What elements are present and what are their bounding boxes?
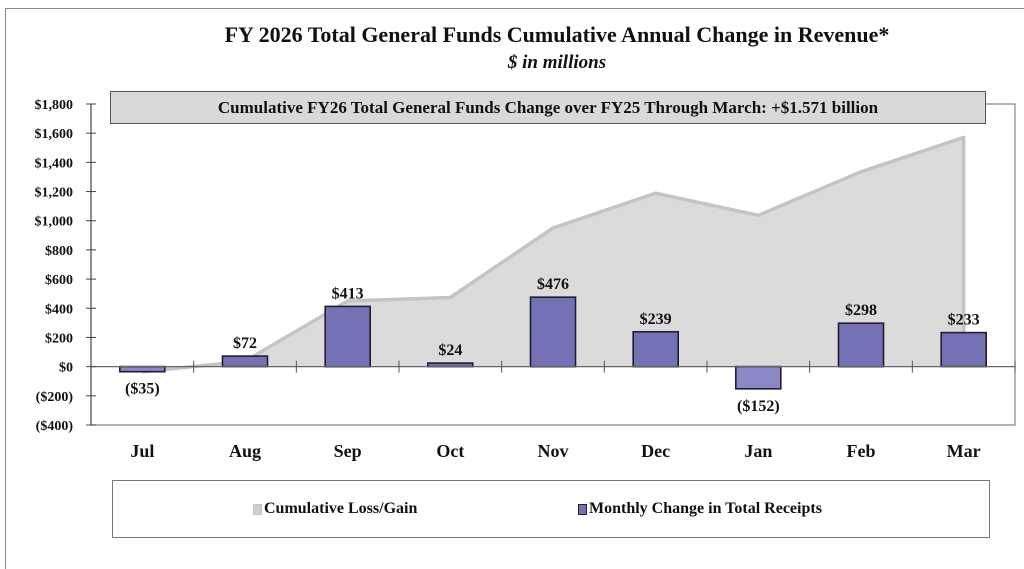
legend-swatch-cumulative xyxy=(253,504,262,515)
x-tick-label-nov: Nov xyxy=(538,441,569,461)
data-label-jan: ($152) xyxy=(737,398,780,415)
data-label-feb: $298 xyxy=(845,302,877,319)
data-label-jul: ($35) xyxy=(125,381,160,398)
legend: Cumulative Loss/Gain Monthly Change in T… xyxy=(112,480,990,538)
bar-aug xyxy=(223,356,268,367)
y-tick-label: $400 xyxy=(45,302,73,317)
y-tick-label: ($200) xyxy=(36,390,74,405)
legend-label-cumulative: Cumulative Loss/Gain xyxy=(264,500,417,518)
y-tick-label: $200 xyxy=(45,331,73,346)
legend-swatch-monthly xyxy=(578,504,587,515)
data-label-sep: $413 xyxy=(332,285,364,302)
bar-sep xyxy=(325,306,370,366)
x-tick-label-sep: Sep xyxy=(334,441,362,461)
bar-mar xyxy=(941,333,986,367)
x-tick-label-oct: Oct xyxy=(436,441,464,461)
x-tick-label-mar: Mar xyxy=(947,441,981,461)
y-tick-label: $1,600 xyxy=(35,127,74,142)
data-label-dec: $239 xyxy=(640,311,672,328)
x-tick-label-feb: Feb xyxy=(847,441,876,461)
y-tick-label: $0 xyxy=(59,361,73,376)
bar-jul xyxy=(120,367,165,372)
chart-plot: ($35) $72 $413 $24 $476 $239 ($152) $298 $233 $1,… xyxy=(0,0,1024,541)
cumulative-annotation-banner: Cumulative FY26 Total General Funds Chan… xyxy=(110,91,986,124)
legend-label-monthly: Monthly Change in Total Receipts xyxy=(589,500,822,518)
x-tick-label-dec: Dec xyxy=(641,441,670,461)
bar-feb xyxy=(839,323,884,367)
x-tick-label-jul: Jul xyxy=(130,441,154,461)
bar-jan xyxy=(736,367,781,389)
bar-nov xyxy=(531,297,576,367)
y-tick-label: $1,400 xyxy=(35,156,74,171)
y-tick-label: ($400) xyxy=(36,419,74,434)
data-label-nov: $476 xyxy=(537,276,569,293)
data-label-aug: $72 xyxy=(233,335,257,352)
data-label-mar: $233 xyxy=(948,312,980,329)
y-tick-label: $1,800 xyxy=(35,98,74,113)
y-tick-label: $800 xyxy=(45,244,73,259)
bar-dec xyxy=(633,332,678,367)
y-tick-label: $1,000 xyxy=(35,215,74,230)
x-tick-label-jan: Jan xyxy=(744,441,772,461)
x-tick-label-aug: Aug xyxy=(229,441,261,461)
y-tick-label: $600 xyxy=(45,273,73,288)
data-label-oct: $24 xyxy=(438,342,462,359)
legend-item-cumulative: Cumulative Loss/Gain xyxy=(253,500,417,518)
legend-item-monthly: Monthly Change in Total Receipts xyxy=(578,500,822,518)
y-tick-label: $1,200 xyxy=(35,186,74,201)
